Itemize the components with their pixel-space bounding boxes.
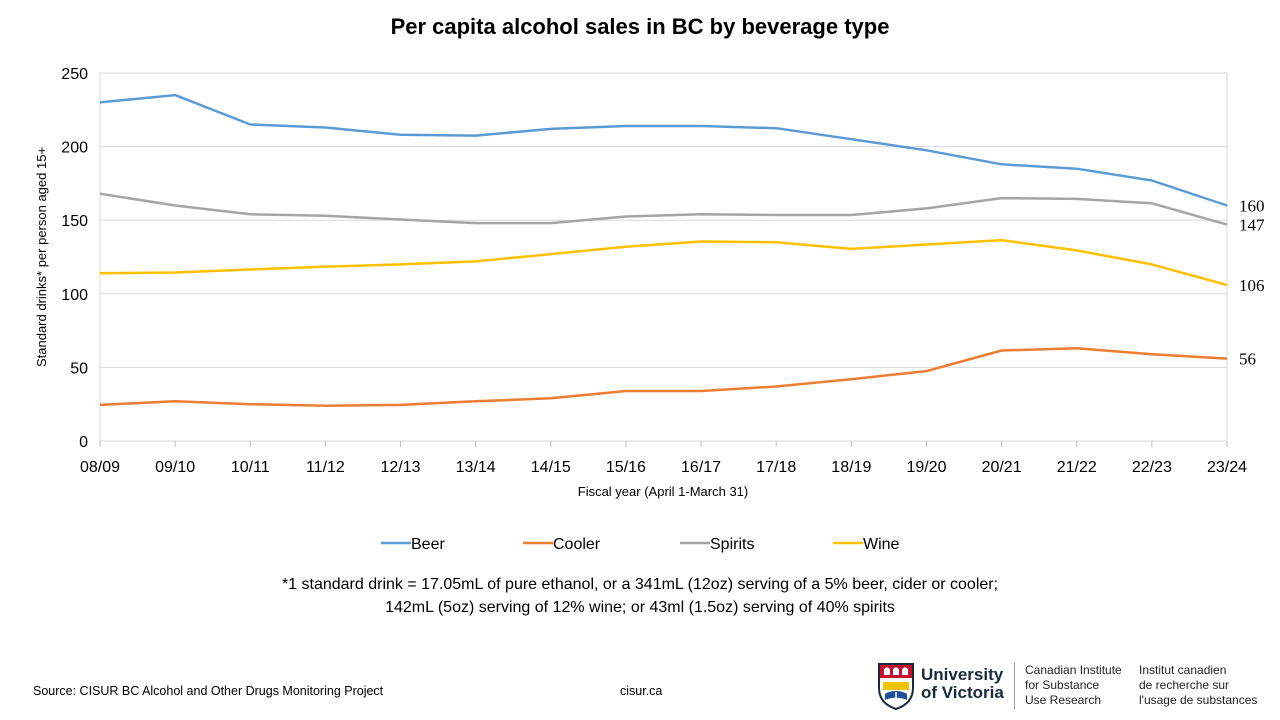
website-link[interactable]: cisur.ca [620, 684, 663, 698]
legend-label-beer: Beer [411, 536, 445, 553]
end-labels: 160 56 147 106 [1239, 196, 1265, 368]
legend: Beer Cooler Spirits Wine [381, 536, 900, 553]
footnote-line-1: *1 standard drink = 17.05mL of pure etha… [281, 576, 999, 593]
logo-divider [1014, 663, 1015, 709]
source-note: Source: CISUR BC Alcohol and Other Drugs… [33, 684, 384, 698]
x-tick-label: 13/14 [456, 459, 496, 476]
x-tick-label: 16/17 [681, 459, 721, 476]
y-tick-label: 0 [79, 434, 88, 451]
x-tick-label: 11/12 [306, 459, 345, 476]
chart-title: Per capita alcohol sales in BC by bevera… [391, 14, 890, 39]
y-axis-ticks: 0 50 100 150 200 250 [61, 66, 88, 451]
x-tick-label: 17/18 [756, 459, 796, 476]
x-tick-label: 19/20 [906, 459, 946, 476]
end-label-wine: 106 [1239, 276, 1265, 295]
x-tick-label: 21/22 [1057, 459, 1097, 476]
institution-logos: University of Victoria Canadian Institut… [877, 660, 1267, 716]
x-axis-title: Fiscal year (April 1-March 31) [578, 484, 749, 499]
y-tick-label: 250 [61, 66, 88, 83]
x-tick-label: 12/13 [381, 459, 421, 476]
legend-label-cooler: Cooler [553, 536, 601, 553]
series-line-cooler [99, 347, 1228, 407]
x-tick-label: 09/10 [155, 459, 195, 476]
x-tick-label: 18/19 [831, 459, 871, 476]
gridlines [100, 72, 1227, 442]
x-axis-ticks: 08/09 09/10 10/11 11/12 12/13 13/14 14/15 15/16… [80, 441, 1247, 476]
series-lines [99, 93, 1228, 407]
end-label-cooler: 56 [1239, 350, 1256, 369]
legend-label-wine: Wine [863, 536, 900, 553]
series-line-spirits [99, 192, 1228, 226]
end-label-beer: 160 [1239, 196, 1265, 215]
legend-label-spirits: Spirits [710, 536, 754, 553]
y-tick-label: 50 [70, 360, 88, 377]
y-tick-label: 100 [61, 287, 88, 304]
end-label-spirits: 147 [1239, 216, 1265, 235]
x-tick-label: 22/23 [1132, 459, 1172, 476]
x-tick-label: 14/15 [531, 459, 571, 476]
university-name: University of Victoria [921, 665, 1004, 702]
cisur-english-name: Canadian Institute for Substance Use Res… [1025, 663, 1122, 707]
x-tick-label: 08/09 [80, 459, 120, 476]
x-tick-label: 15/16 [606, 459, 646, 476]
series-line-beer [99, 93, 1228, 207]
x-tick-label: 20/21 [982, 459, 1022, 476]
cisur-french-name: Institut canadien de recherche sur l'usa… [1139, 663, 1258, 707]
y-tick-label: 150 [61, 213, 88, 230]
y-axis-title: Standard drinks* per person aged 15+ [34, 147, 49, 367]
y-tick-label: 200 [61, 140, 88, 157]
university-crest-icon [878, 663, 914, 710]
plot-area [99, 72, 1228, 442]
footnote-line-2: 142mL (5oz) serving of 12% wine; or 43ml… [385, 599, 895, 616]
series-line-wine [99, 238, 1228, 287]
x-tick-label: 23/24 [1207, 459, 1247, 476]
x-tick-label: 10/11 [231, 459, 270, 476]
